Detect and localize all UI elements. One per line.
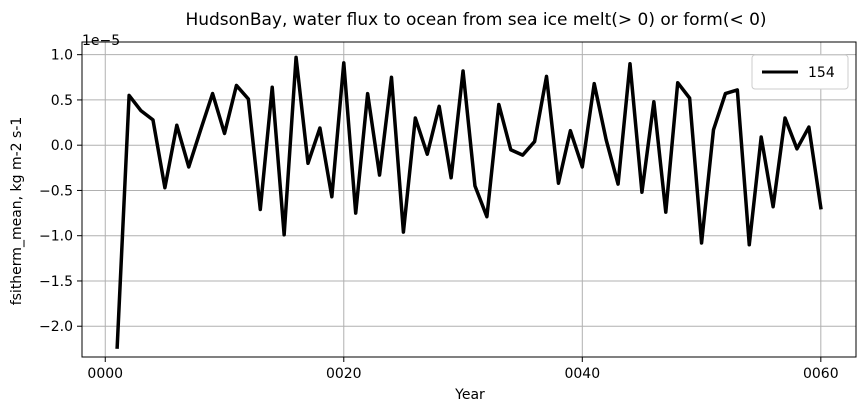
y-tick-label: −1.0	[39, 229, 73, 245]
x-tick-label: 0000	[87, 366, 123, 382]
y-offset-label: 1e−5	[82, 33, 120, 49]
x-tick-label: 0020	[326, 366, 362, 382]
grid	[82, 42, 856, 357]
y-tick-label: −0.5	[39, 183, 73, 199]
plot-frame	[81, 41, 857, 358]
y-tick-label: −1.5	[39, 274, 73, 290]
series-lines	[115, 55, 823, 349]
ticks: 0000 0020 0040 0060 −2.0 −1.5 −1.0 −0.5 0.0 0.5 1.…	[39, 48, 839, 382]
x-tick-label: 0040	[564, 366, 600, 382]
y-tick-label: 0.0	[51, 138, 73, 154]
y-tick-label: 0.5	[51, 93, 73, 109]
legend-box	[751, 54, 849, 90]
y-axis-label: fsitherm_mean, kg m-2 s-1	[9, 117, 25, 306]
legend: 154	[751, 54, 849, 90]
series-line-154	[115, 55, 823, 349]
y-tick-label: 1.0	[51, 48, 73, 64]
legend-label: 154	[808, 65, 835, 81]
y-tick-label: −2.0	[39, 319, 73, 335]
x-axis-label: Year	[454, 387, 485, 403]
chart-title: HudsonBay, water flux to ocean from sea …	[185, 10, 766, 30]
x-tick-label: 0060	[803, 366, 839, 382]
